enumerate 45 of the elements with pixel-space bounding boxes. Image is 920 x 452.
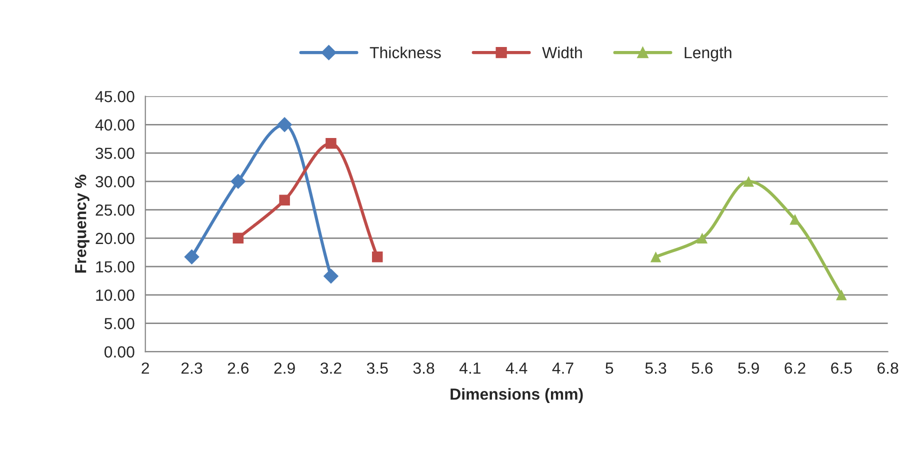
x-tick-label: 6.8 <box>878 362 898 374</box>
x-tick-label: 2 <box>142 362 149 374</box>
x-tick-label: 5 <box>606 362 614 374</box>
point <box>836 290 847 300</box>
x-tick-label: 4.1 <box>459 362 480 374</box>
point <box>326 138 336 149</box>
point <box>184 249 200 264</box>
point <box>323 268 339 284</box>
point <box>232 232 244 244</box>
y-tick-label: 0.00 <box>104 346 134 358</box>
y-axis-title: Frequency % <box>74 174 90 273</box>
x-tick-label: 3.5 <box>366 362 388 374</box>
x-tick-label: 6.2 <box>784 362 806 374</box>
point <box>743 176 754 187</box>
y-tick-label: 40.00 <box>95 119 134 131</box>
x-tick-label: 3.8 <box>413 362 434 374</box>
x-tick-label: 2.3 <box>181 362 202 374</box>
point <box>696 232 708 244</box>
legend-label: Thickness <box>370 46 441 58</box>
y-tick-label: 30.00 <box>96 176 134 188</box>
y-tick-label: 5.00 <box>104 318 134 330</box>
y-tick-label: 15.00 <box>96 261 134 272</box>
point <box>650 252 662 262</box>
x-axis-title: Dimensions (mm) <box>450 388 583 403</box>
x-tick-label: 2.9 <box>274 362 295 374</box>
point <box>279 194 290 206</box>
x-tick-label: 2.6 <box>228 362 249 374</box>
x-tick-label: 4.4 <box>506 362 528 374</box>
y-tick-label: 45.00 <box>95 90 134 102</box>
x-tick-label: 5.6 <box>692 362 713 374</box>
x-tick-label: 3.2 <box>320 362 342 374</box>
point <box>276 117 292 132</box>
legend-label: Length <box>684 46 732 62</box>
legend-label: Width <box>542 46 582 58</box>
y-tick-label: 35.00 <box>96 148 134 159</box>
y-tick-label: 20.00 <box>96 232 134 244</box>
x-tick-label: 6.5 <box>831 362 852 374</box>
x-tick-label: 5.9 <box>738 362 759 374</box>
point <box>230 174 246 190</box>
x-tick-label: 4.7 <box>552 362 574 374</box>
y-tick-label: 25.00 <box>96 204 134 216</box>
point <box>790 214 800 225</box>
point <box>372 252 383 262</box>
y-tick-label: 10.00 <box>96 290 134 301</box>
x-tick-label: 5.3 <box>645 362 666 374</box>
